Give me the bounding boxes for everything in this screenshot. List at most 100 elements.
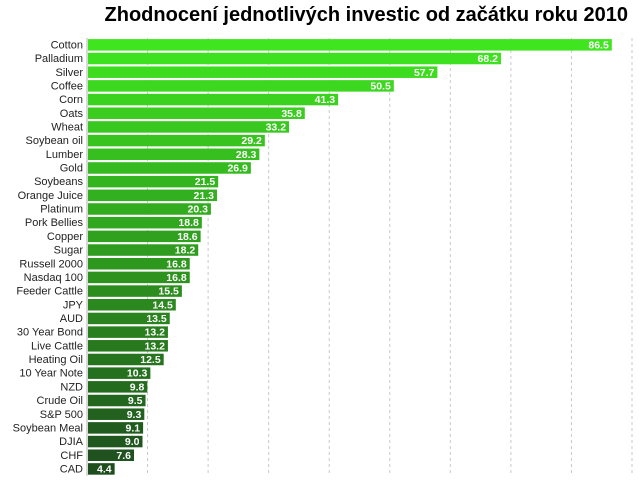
data-label: 86.5: [588, 39, 609, 51]
category-label: Lumber: [46, 149, 84, 161]
bar-nasdaq-100: [88, 271, 190, 284]
data-label: 9.1: [125, 422, 140, 434]
bar-soybean-oil: [88, 134, 265, 147]
data-label: 4.4: [97, 463, 112, 475]
category-label: Corn: [59, 94, 83, 106]
bar-russell-2000: [88, 257, 190, 270]
bar-cad: [88, 463, 115, 475]
bar-orange-juice: [88, 189, 217, 202]
category-label: Copper: [47, 231, 83, 243]
bar-djia: [88, 435, 143, 448]
category-label: S&P 500: [40, 409, 83, 421]
data-label: 57.7: [414, 67, 435, 79]
chart-title: Zhodnocení jednotlivých investic od začá…: [104, 4, 628, 26]
bar-30-year-bond: [88, 326, 168, 338]
bar-wheat: [88, 121, 290, 133]
data-label: 9.5: [128, 395, 143, 407]
category-label: NZD: [60, 381, 83, 393]
bar-feeder-cattle: [88, 285, 182, 297]
data-label: 9.3: [127, 409, 142, 421]
data-label: 41.3: [315, 94, 336, 106]
data-label: 15.5: [158, 286, 179, 298]
bar-aud: [88, 312, 170, 325]
bar-pork-bellies: [88, 216, 202, 229]
data-label: 12.5: [140, 354, 161, 366]
bar-soybeans: [88, 175, 219, 188]
data-label: 7.6: [116, 450, 131, 462]
category-label: Crude Oil: [37, 395, 83, 407]
bar-heating-oil: [88, 353, 164, 366]
bars: 86.5 68.2 57.7 50.5 41.3 35.833.2 29.2 28.3 26.9…: [88, 39, 612, 475]
bar-corn: [88, 93, 339, 106]
category-label: CAD: [60, 463, 83, 475]
bar-palladium: [88, 52, 501, 65]
bar-coffee: [88, 80, 394, 92]
data-label: 28.3: [236, 149, 257, 161]
bar-oats: [88, 107, 305, 119]
category-label: Sugar: [54, 245, 84, 257]
category-label: Platinum: [40, 204, 83, 216]
data-label: 33.2: [266, 121, 287, 133]
category-label: Wheat: [51, 121, 83, 133]
bar-s-p-500: [88, 408, 145, 420]
data-label: 20.3: [187, 204, 208, 216]
category-label: AUD: [60, 313, 83, 325]
bar-soybean-meal: [88, 422, 144, 434]
data-label: 26.9: [227, 163, 248, 175]
category-label: Live Cattle: [31, 340, 83, 352]
data-label: 35.8: [281, 108, 302, 120]
bar-crude-oil: [88, 394, 146, 407]
bar-live-cattle: [88, 340, 168, 352]
bar-sugar: [88, 244, 199, 256]
data-label: 10.3: [127, 368, 148, 380]
data-label: 9.0: [125, 436, 140, 448]
bar-gold: [88, 162, 251, 174]
data-label: 21.3: [194, 190, 215, 202]
category-label: DJIA: [59, 436, 84, 448]
bar-chf: [88, 449, 135, 461]
category-label: Heating Oil: [29, 354, 83, 366]
bar-10-year-note: [88, 367, 151, 379]
category-label: Silver: [55, 67, 83, 79]
data-label: 16.8: [166, 258, 187, 270]
category-label: Pork Bellies: [25, 217, 84, 229]
category-label: Orange Juice: [18, 190, 83, 202]
bar-platinum: [88, 203, 211, 215]
data-label: 18.2: [175, 245, 196, 257]
category-label: Oats: [60, 108, 84, 120]
category-label: Coffee: [51, 80, 83, 92]
data-label: 68.2: [478, 53, 499, 65]
bar-copper: [88, 230, 201, 243]
category-label: 10 Year Note: [19, 368, 83, 380]
data-label: 9.8: [130, 381, 145, 393]
data-label: 16.8: [166, 272, 187, 284]
category-label: Nasdaq 100: [24, 272, 83, 284]
data-label: 13.5: [146, 313, 167, 325]
data-label: 50.5: [370, 80, 391, 92]
data-label: 18.8: [178, 217, 199, 229]
data-label: 13.2: [144, 327, 165, 339]
data-label: 13.2: [144, 340, 165, 352]
category-label: Cotton: [51, 39, 83, 51]
category-label: Russell 2000: [19, 258, 83, 270]
bar-nzd: [88, 381, 148, 393]
data-label: 21.5: [195, 176, 216, 188]
bar-lumber: [88, 148, 260, 161]
category-label: Soybean Meal: [13, 422, 83, 434]
category-label: Gold: [60, 163, 83, 175]
data-label: 29.2: [241, 135, 262, 147]
category-label: 30 Year Bond: [17, 327, 83, 339]
category-label: Feeder Cattle: [16, 286, 83, 298]
bar-jpy: [88, 299, 176, 311]
bar-cotton: [88, 39, 612, 51]
category-label: CHF: [60, 450, 83, 462]
category-label: Soybean oil: [26, 135, 84, 147]
bar-silver: [88, 66, 438, 78]
category-label: Palladium: [35, 53, 83, 65]
category-label: Soybeans: [34, 176, 83, 188]
data-label: 14.5: [152, 299, 173, 311]
category-label: JPY: [63, 299, 84, 311]
data-label: 18.6: [177, 231, 198, 243]
